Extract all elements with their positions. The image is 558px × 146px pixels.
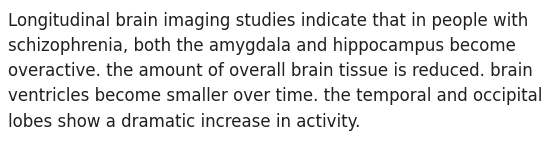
Text: Longitudinal brain imaging studies indicate that in people with
schizophrenia, b: Longitudinal brain imaging studies indic… xyxy=(8,12,542,131)
